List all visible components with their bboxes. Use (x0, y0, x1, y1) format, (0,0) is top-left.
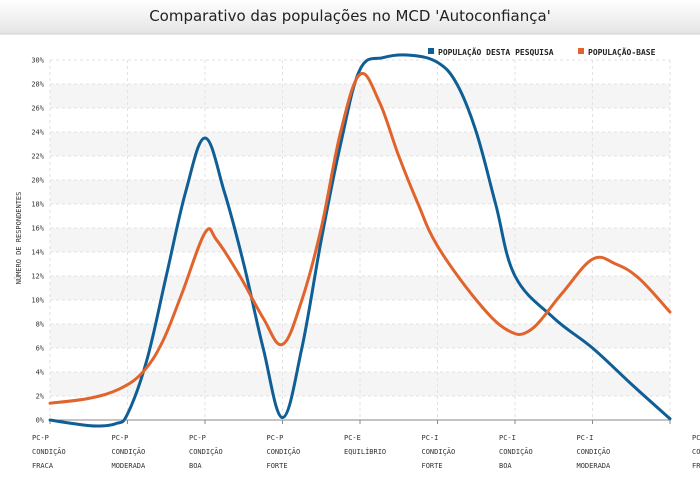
x-tick-label: FORTE (267, 462, 288, 470)
y-tick-label: 20% (31, 177, 44, 185)
y-tick-label: 2% (36, 393, 45, 401)
y-tick-label: 12% (31, 273, 44, 281)
x-tick-label: CONDIÇÃO (422, 447, 456, 456)
x-tick-label: PC-I (422, 434, 439, 442)
x-tick-label: CONDIÇÃO (692, 447, 700, 456)
y-tick-label: 16% (31, 225, 44, 233)
legend-label: POPULAÇÃO-BASE (588, 47, 656, 57)
x-tick-label: PC-P (32, 434, 49, 442)
legend: POPULAÇÃO DESTA PESQUISA POPULAÇÃO-BASE (428, 47, 656, 57)
y-axis-ticks: 0% 2% 4% 6% 8% 10% 12% 14% 16% 18% 20% 22% 24% 26% 28%… (31, 57, 44, 425)
title-bar (0, 0, 700, 34)
x-tick-label: PC-P (189, 434, 206, 442)
y-tick-label: 14% (31, 249, 44, 257)
legend-label: POPULAÇÃO DESTA PESQUISA (438, 47, 554, 57)
grid-lines (49, 59, 671, 421)
x-tick-label: PC-I (577, 434, 594, 442)
x-tick-label: MODERADA (577, 462, 612, 470)
y-tick-label: 4% (36, 369, 45, 377)
x-tick-label: PC-P (112, 434, 129, 442)
x-tick-label: PC-E (344, 434, 361, 442)
x-tick-label: PC-I (499, 434, 516, 442)
x-tick-label: FRACA (32, 462, 54, 470)
x-tick-label: BOA (189, 462, 202, 470)
x-tick-label: PC-I (692, 434, 700, 442)
y-tick-label: 24% (31, 129, 44, 137)
legend-swatch (428, 48, 434, 54)
y-tick-label: 28% (31, 81, 44, 89)
x-tick-label: FORTE (422, 462, 443, 470)
x-tick-label: CONDIÇÃO (32, 447, 66, 456)
y-tick-label: 30% (31, 57, 44, 65)
series-line-2 (48, 71, 672, 405)
x-tick-label: CONDIÇÃO (189, 447, 223, 456)
x-tick-label: PC-P (267, 434, 284, 442)
y-tick-label: 8% (36, 321, 45, 329)
x-tick-label: EQUILÍBRIO (344, 447, 386, 456)
x-tick-label: CONDIÇÃO (112, 447, 146, 456)
y-tick-label: 26% (31, 105, 44, 113)
y-axis-label: NÚMERO DE RESPONDENTES (14, 192, 23, 285)
series-lines (48, 53, 672, 428)
y-tick-label: 18% (31, 201, 44, 209)
y-tick-label: 10% (31, 297, 44, 305)
y-tick-label: 22% (31, 153, 44, 161)
y-tick-label: 0% (36, 417, 45, 425)
x-tick-label: MODERADA (112, 462, 147, 470)
x-tick-label: CONDIÇÃO (267, 447, 301, 456)
x-tick-label: FRACA (692, 462, 700, 470)
x-axis-ticks: PC-P CONDIÇÃO FRACA PC-P CONDIÇÃO MODERADA PC-… (32, 420, 700, 470)
x-tick-label: BOA (499, 462, 512, 470)
y-tick-label: 6% (36, 345, 45, 353)
chart-title: Comparativo das populações no MCD 'Autoc… (149, 7, 551, 25)
x-tick-label: CONDIÇÃO (499, 447, 533, 456)
legend-swatch (578, 48, 584, 54)
x-tick-label: CONDIÇÃO (577, 447, 611, 456)
